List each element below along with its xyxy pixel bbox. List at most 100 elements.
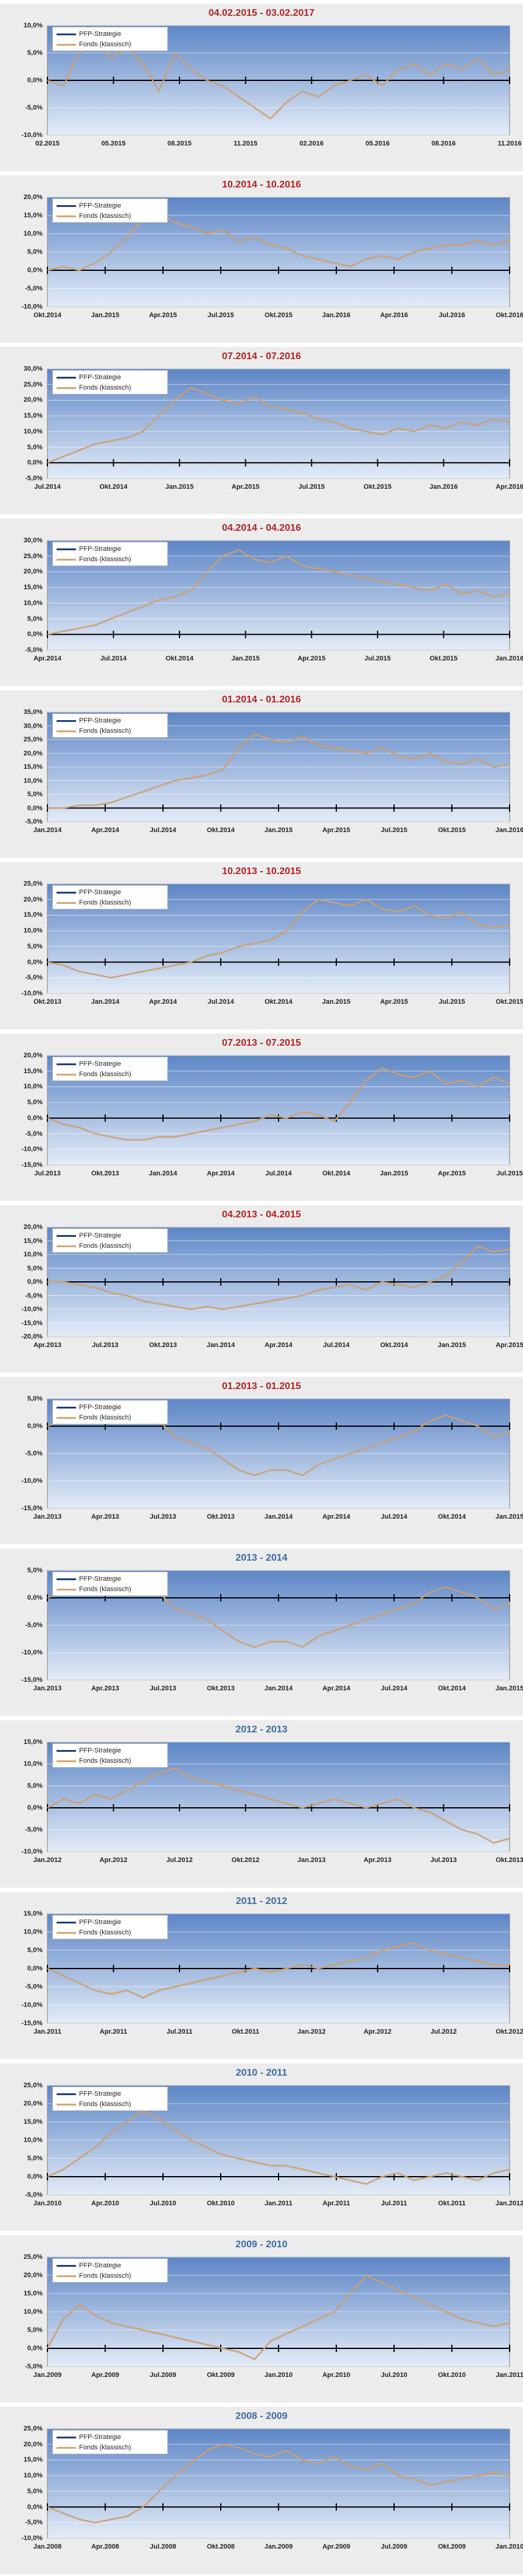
- legend-swatch: [57, 719, 76, 722]
- x-tick-label: Jan.2011: [33, 2028, 61, 2035]
- y-tick-label: -5,0%: [25, 1292, 43, 1300]
- y-tick-label: 5,0%: [27, 1395, 43, 1402]
- y-tick-label: 20,0%: [23, 396, 43, 404]
- x-tick-label: 11.2016: [497, 140, 522, 147]
- series-line-fund: [47, 898, 510, 979]
- chart-title: 01.2013 - 01.2015: [222, 1381, 301, 1391]
- y-tick-label: -5,0%: [25, 818, 43, 825]
- legend-swatch: [57, 215, 76, 217]
- chart-panel: 2011 - 2012 15,0% 10,0% 5,0% 0,0% -5,0% -10,0%…: [0, 1892, 523, 2059]
- x-tick-label: Apr.2015: [149, 312, 177, 319]
- y-tick-label: -5,0%: [25, 1130, 43, 1138]
- legend-swatch: [57, 2436, 76, 2438]
- series-line-fund: [47, 1768, 510, 1844]
- y-tick-label: -5,0%: [25, 974, 43, 982]
- legend-item-strategy: PFP-Strategie: [57, 887, 121, 897]
- x-tick-label: Jul.2009: [381, 2543, 407, 2550]
- x-tick-label: Okt.2015: [265, 312, 293, 319]
- y-tick-label: 10,0%: [23, 1760, 43, 1768]
- x-tick-label: Jan.2010: [264, 2371, 293, 2379]
- legend-swatch: [57, 1406, 76, 1409]
- y-tick-label: 15,0%: [23, 763, 43, 771]
- y-tick-label: -5,0%: [25, 1826, 43, 1833]
- x-tick-label: Apr.2014: [91, 827, 119, 834]
- x-tick-label: Jul.2015: [207, 312, 234, 319]
- legend-swatch: [57, 2275, 76, 2277]
- y-tick-label: -20,0%: [21, 1333, 43, 1340]
- series-line-fund: [47, 549, 510, 635]
- x-tick-label: Apr.2011: [99, 2028, 128, 2035]
- chart-panel: 2008 - 2009 25,0% 20,0% 15,0% 10,0% 5,0% 0,0% -…: [0, 2407, 523, 2574]
- y-tick-label: 10,0%: [23, 2472, 43, 2480]
- y-tick-label: 0,0%: [27, 1594, 43, 1601]
- y-tick-label: -10,0%: [21, 1649, 43, 1656]
- y-tick-label: -5,0%: [25, 285, 43, 292]
- chart-legend: PFP-Strategie Fonds (klassisch): [52, 542, 168, 566]
- legend-item-fund: Fonds (klassisch): [57, 40, 131, 49]
- y-tick-label: 15,0%: [23, 1910, 43, 1917]
- x-tick-label: Apr.2015: [231, 483, 260, 491]
- x-tick-label: Apr.2013: [91, 1513, 119, 1521]
- y-tick-label: 0,0%: [27, 1423, 43, 1430]
- x-tick-label: Okt.2012: [231, 1857, 260, 1864]
- x-tick-label: Okt.2015: [363, 483, 392, 491]
- x-tick-label: Apr.2013: [91, 1685, 119, 1692]
- legend-swatch: [57, 387, 76, 389]
- x-tick-label: Apr.2012: [99, 1857, 128, 1864]
- x-tick-label: Apr.2014: [207, 1170, 235, 1177]
- legend-swatch: [57, 1416, 76, 1419]
- x-tick-label: Apr.2013: [33, 1342, 61, 1349]
- y-tick-label: -5,0%: [25, 2191, 43, 2199]
- y-tick-label: 10,0%: [23, 1083, 43, 1091]
- legend-swatch: [57, 43, 76, 46]
- legend-item-fund: Fonds (klassisch): [57, 2443, 131, 2452]
- legend-swatch: [57, 2446, 76, 2449]
- x-tick-label: Jul.2014: [381, 1685, 407, 1692]
- y-tick-label: -5,0%: [25, 475, 43, 482]
- x-tick-label: Jul.2016: [438, 312, 465, 319]
- legend-label: Fonds (klassisch): [79, 899, 131, 906]
- y-tick-label: 20,0%: [23, 2100, 43, 2107]
- series-line-fund: [47, 1942, 510, 1999]
- y-tick-label: 10,0%: [23, 2308, 43, 2315]
- legend-swatch: [57, 1073, 76, 1076]
- legend-label: PFP-Strategie: [79, 2262, 122, 2269]
- x-tick-label: Jan.2009: [33, 2371, 62, 2379]
- y-tick-label: -5,0%: [25, 2519, 43, 2527]
- chart-legend: PFP-Strategie Fonds (klassisch): [52, 713, 168, 738]
- x-tick-label: Jan.2008: [33, 2543, 62, 2550]
- legend-swatch: [57, 1931, 76, 1934]
- legend-label: PFP-Strategie: [79, 2434, 122, 2441]
- x-tick-label: Okt.2016: [496, 312, 523, 319]
- x-tick-label: Apr.2015: [380, 998, 408, 1006]
- x-tick-label: Jul.2015: [438, 998, 465, 1006]
- legend-item-fund: Fonds (klassisch): [57, 2099, 131, 2109]
- x-tick-label: Jan.2013: [33, 1513, 62, 1521]
- y-tick-label: -5,0%: [25, 1450, 43, 1457]
- legend-swatch: [57, 205, 76, 207]
- legend-swatch: [57, 2093, 76, 2095]
- x-tick-label: Apr.2014: [33, 655, 61, 662]
- y-tick-label: 5,0%: [27, 1264, 43, 1272]
- chart-title: 2010 - 2011: [235, 2068, 288, 2078]
- y-tick-label: 10,0%: [23, 230, 43, 237]
- x-tick-label: Jan.2014: [91, 998, 120, 1006]
- y-tick-label: -10,0%: [21, 990, 43, 997]
- y-tick-label: 10,0%: [23, 599, 43, 607]
- x-tick-label: Jan.2015: [322, 998, 351, 1006]
- legend-label: PFP-Strategie: [79, 717, 122, 724]
- x-tick-label: Okt.2008: [207, 2543, 235, 2550]
- legend-label: Fonds (klassisch): [79, 2444, 131, 2451]
- x-tick-label: Apr.2012: [363, 2028, 392, 2035]
- series-line-fund: [47, 387, 510, 464]
- y-tick-label: -10,0%: [21, 1477, 43, 1485]
- legend-item-fund: Fonds (klassisch): [57, 1584, 131, 1594]
- y-tick-label: 15,0%: [23, 584, 43, 592]
- legend-swatch: [57, 376, 76, 379]
- y-tick-label: 0,0%: [27, 2345, 43, 2352]
- y-tick-label: 15,0%: [23, 2456, 43, 2464]
- y-tick-label: 0,0%: [27, 804, 43, 812]
- legend-item-strategy: PFP-Strategie: [57, 2089, 121, 2099]
- y-tick-label: 10,0%: [23, 427, 43, 435]
- legend-item-fund: Fonds (klassisch): [57, 1069, 131, 1079]
